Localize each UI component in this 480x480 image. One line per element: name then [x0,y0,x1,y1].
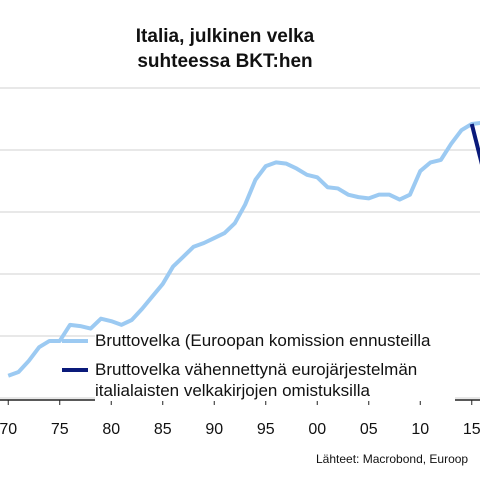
x-tick-label: 85 [154,421,172,438]
chart-title: Italia, julkinen velka suhteessa BKT:hen [135,26,315,72]
x-tick-label: 95 [257,421,275,438]
legend-label: Bruttovelka (Euroopan komission ennustei… [95,330,480,351]
x-tick-label: 05 [360,421,378,438]
x-tick-label: 00 [308,421,326,438]
x-tick-label: 15 [463,421,480,438]
legend-swatch [62,339,88,343]
x-tick-label: 75 [51,421,69,438]
source: Lähteet: Macrobond, Euroop [316,452,469,466]
legend-swatch [62,368,88,372]
series-line [469,123,480,165]
x-tick-label: 10 [411,421,429,438]
legend-label: Bruttovelka vähennettynä eurojärjestelmä… [95,359,455,401]
series-line [7,120,480,378]
x-tick-label: 90 [205,421,223,438]
x-tick-label: 70 [0,421,17,438]
x-tick-label: 80 [102,421,120,438]
